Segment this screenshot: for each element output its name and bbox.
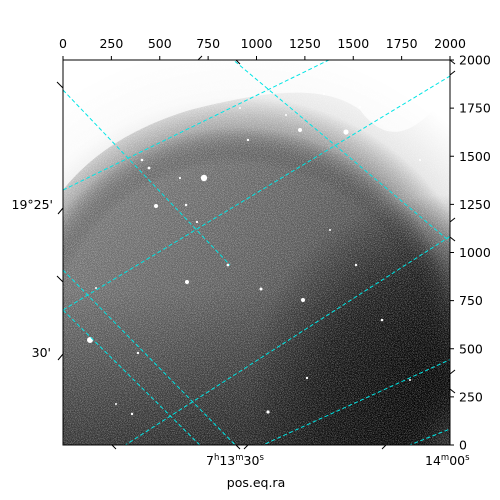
star [95, 287, 97, 289]
top-tick-label: 1250 [289, 36, 321, 51]
sky-image [63, 60, 450, 445]
wcs-tick [449, 70, 456, 76]
grid-line [63, 60, 330, 191]
star [358, 105, 362, 109]
grid-line [63, 89, 231, 266]
grid-line [63, 75, 450, 311]
star [147, 166, 151, 170]
star [380, 318, 384, 322]
top-tick-label: 0 [59, 36, 67, 51]
star [130, 412, 134, 416]
star [178, 176, 182, 180]
right-tick-label: 2000 [459, 53, 491, 68]
star [298, 128, 302, 132]
grid-line [408, 428, 450, 445]
wcs-tick [56, 81, 64, 89]
star [185, 280, 189, 284]
grid-line [63, 309, 201, 445]
wcs-tick [57, 207, 64, 215]
star [354, 263, 358, 267]
top-tick-label: 500 [148, 36, 172, 51]
star [266, 410, 270, 414]
top-tick-label: 1500 [337, 36, 369, 51]
left-label-dec-1: 19°25' [12, 197, 54, 212]
right-tick-label: 0 [459, 438, 467, 453]
top-tick-label: 250 [99, 36, 123, 51]
star [409, 379, 411, 381]
star [419, 159, 421, 161]
coordinate-grid [63, 60, 450, 445]
star [184, 203, 188, 207]
right-tick-label: 1250 [459, 197, 491, 212]
right-tick-label: 1500 [459, 149, 491, 164]
wcs-tick [449, 59, 456, 65]
wcs-tick [243, 444, 249, 450]
star [343, 129, 349, 135]
star [140, 158, 144, 162]
bottom-label-ra-2: 14m00s [425, 453, 470, 468]
top-tick-label: 750 [196, 36, 220, 51]
star [301, 298, 305, 302]
star [136, 351, 140, 355]
grid-line [261, 359, 450, 445]
star [154, 204, 158, 208]
star [200, 174, 208, 182]
wcs-tick [56, 275, 64, 283]
wcs-tick [57, 353, 64, 361]
grid-line [63, 269, 236, 445]
wcs-tick [111, 444, 117, 450]
x-axis-label: pos.eq.ra [227, 475, 285, 490]
grid-line [124, 235, 450, 445]
bottom-label-ra-1: 7h13m30s [206, 453, 264, 468]
wcs-tick [235, 59, 241, 65]
right-tick-label: 1000 [459, 245, 491, 260]
wcs-tick [449, 236, 456, 242]
star [259, 287, 263, 291]
wcs-tick [197, 55, 203, 61]
axis-ticks: 0 250 500 750 1000 1250 1500 1750 2000 0 250 500 750… [56, 36, 491, 453]
star [329, 229, 331, 231]
wcs-tick [235, 444, 241, 450]
wcs-tick [449, 369, 456, 375]
star [115, 403, 117, 405]
top-tick-label: 1000 [241, 36, 273, 51]
star [285, 114, 287, 116]
grid-line [232, 60, 450, 243]
top-tick-label: 2000 [434, 36, 466, 51]
left-label-dec-2: 30' [32, 345, 51, 360]
star [305, 376, 309, 380]
right-tick-label: 500 [459, 341, 483, 356]
star [87, 337, 93, 343]
right-tick-label: 1750 [459, 101, 491, 116]
star [226, 263, 230, 267]
wcs-tick [449, 388, 456, 394]
star [246, 138, 250, 142]
top-tick-label: 1750 [386, 36, 418, 51]
star [195, 220, 199, 224]
right-tick-label: 250 [459, 389, 483, 404]
star [239, 107, 241, 109]
wcs-tick [381, 444, 387, 450]
stars [87, 92, 421, 416]
star [322, 92, 326, 96]
wcs-tick [449, 217, 456, 223]
right-tick-label: 750 [459, 293, 483, 308]
